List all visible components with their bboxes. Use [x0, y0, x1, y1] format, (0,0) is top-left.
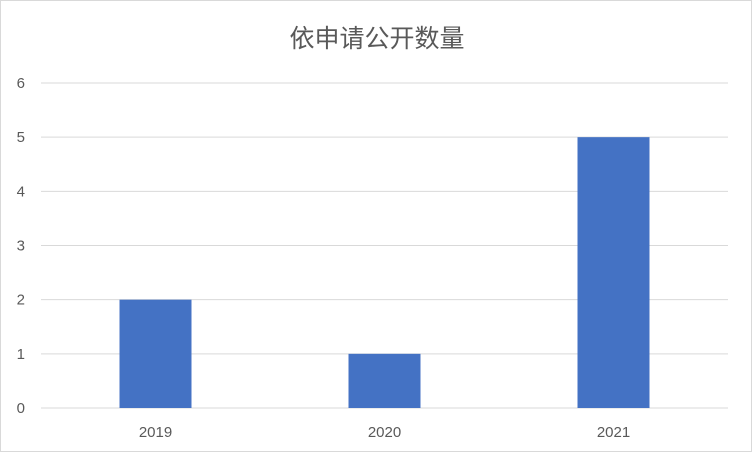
- y-tick-label: 5: [17, 129, 25, 146]
- bar-2021: [577, 137, 650, 408]
- y-tick-label: 4: [17, 183, 25, 200]
- y-tick-label: 0: [17, 400, 25, 417]
- x-tick-label: 2020: [368, 424, 401, 441]
- x-tick-label: 2021: [597, 424, 630, 441]
- x-tick-label: 2019: [139, 424, 172, 441]
- bar-2020: [348, 353, 421, 408]
- y-tick-label: 6: [17, 75, 25, 92]
- y-tick-label: 2: [17, 292, 25, 309]
- y-tick-label: 3: [17, 238, 25, 255]
- y-tick-label: 1: [17, 346, 25, 363]
- chart-title: 依申请公开数量: [289, 24, 465, 53]
- bar-2019: [119, 299, 192, 408]
